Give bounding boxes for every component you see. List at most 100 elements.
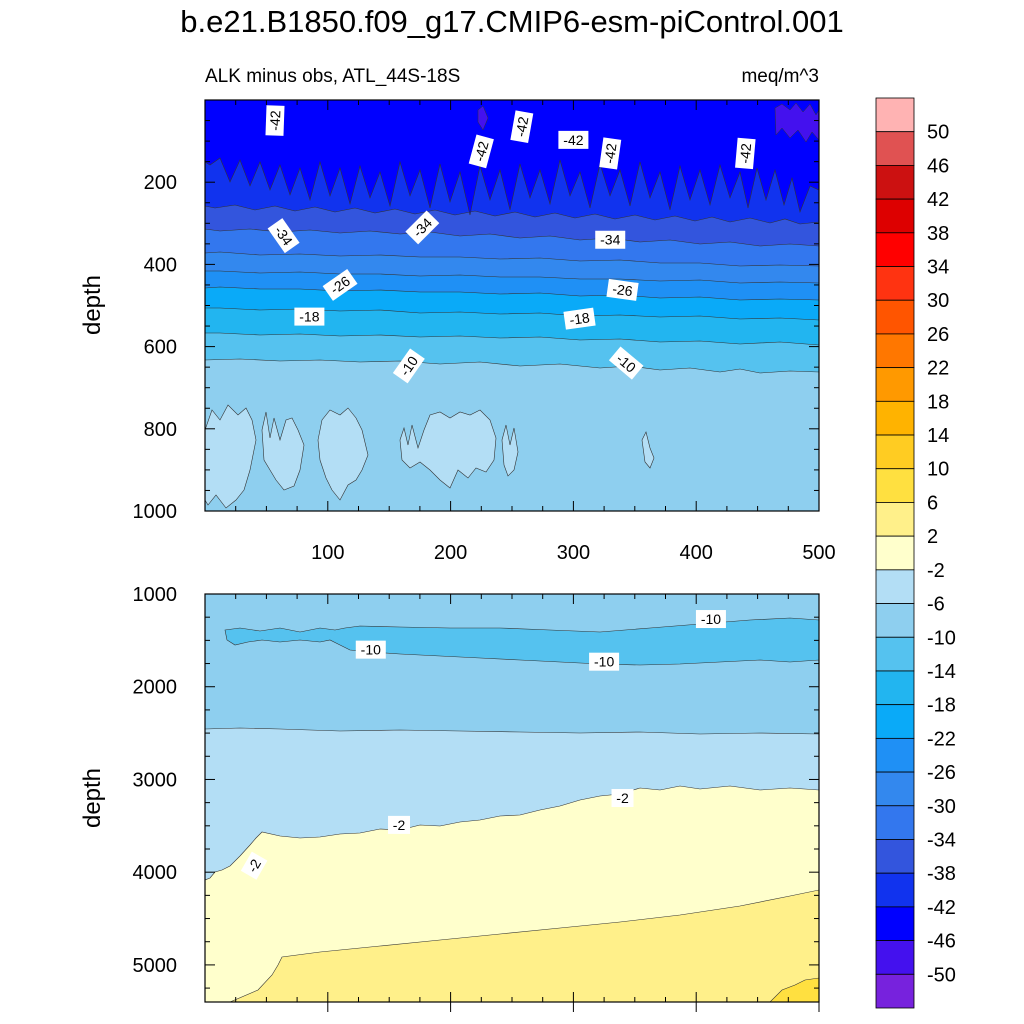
contour-label: -26 [606, 278, 639, 301]
contour-label-box [558, 130, 589, 149]
y-tick-label: 4000 [133, 862, 178, 884]
contour-label: -42 [468, 134, 494, 169]
colorbar-tick-label: 50 [927, 122, 949, 144]
colorbar-swatch [875, 502, 915, 537]
top-band-neg46 [774, 102, 819, 143]
chart-title: b.e21.B1850.f09_g17.CMIP6-esm-piControl.… [180, 4, 844, 39]
contour-label-box [322, 268, 358, 301]
colorbar-swatch [875, 165, 915, 200]
colorbar-tick-label: 46 [927, 155, 949, 177]
colorbar-tick-label: -46 [927, 931, 956, 953]
top-deep-blob-4 [399, 409, 497, 489]
colorbar-swatch [875, 636, 915, 672]
top-contour-labels: -42-42-42-42-42 -42-34 -34 -34-26 -26-18 -18-… [265, 105, 756, 384]
colorbar-swatch [875, 839, 915, 874]
contour-label-text: -42 [563, 132, 583, 148]
bot-band-6 [769, 977, 819, 1002]
contour-label: -34 [595, 230, 626, 249]
contour-label-box [606, 278, 639, 301]
y-tick-label: 600 [144, 337, 177, 359]
contour-label-box [265, 105, 285, 136]
colorbar-tick-label: 30 [927, 290, 949, 312]
units-label: meq/m^3 [741, 66, 819, 87]
colorbar-swatch [875, 771, 915, 807]
contour-label: -42 [599, 137, 622, 170]
contour-label: -2 [611, 789, 634, 807]
contour-label-box [735, 137, 756, 170]
contour-label-box [599, 137, 622, 170]
x-tick-label: 400 [680, 542, 713, 564]
contour-label-text: -10 [361, 642, 381, 658]
colorbar-tick-label: -30 [927, 796, 956, 818]
contour-label-box [608, 346, 644, 380]
contour-label-box [405, 210, 440, 245]
colorbar-tick-label: -6 [927, 594, 945, 616]
colorbar-swatch [875, 434, 915, 470]
colorbar-swatch [875, 872, 915, 908]
colorbar-tick-label: 22 [927, 358, 949, 380]
colorbar-tick-label: -38 [927, 863, 956, 885]
x-tick-label: 200 [434, 542, 467, 564]
colorbar-swatch [875, 535, 915, 571]
contour-label-box [563, 307, 596, 330]
x-tick-label: 300 [557, 542, 590, 564]
colorbar-swatch [875, 805, 915, 840]
top-band-neg46b [477, 105, 489, 131]
colorbar-swatch [875, 603, 915, 638]
y-tick-label: 400 [144, 254, 177, 276]
top-panel: 200 400 600 800 1000 100 200 300 400 500 depth -… [79, 99, 836, 564]
colorbar-swatch [875, 569, 915, 604]
contour-label: -10 [355, 640, 386, 659]
colorbar-tick-label: 38 [927, 223, 949, 245]
colorbar-tick-label: -2 [927, 560, 945, 582]
top-deep-blob-2 [261, 411, 305, 491]
contour-label-text: -2 [616, 790, 629, 806]
contour-label-text: -18 [568, 309, 590, 328]
colorbar-tick-label: -22 [927, 728, 956, 750]
contour-label: -18 [563, 307, 596, 330]
top-filled-contours [205, 100, 819, 511]
colorbar-tick-label: -26 [927, 762, 956, 784]
contour-label: -42 [510, 110, 534, 144]
bottom-y-axis-label: depth [79, 768, 106, 828]
colorbar-swatch [875, 299, 915, 335]
top-y-tick-labels: 200 400 600 800 1000 [133, 172, 178, 523]
bot-band-neg6 [205, 594, 819, 735]
contour-label-box [388, 815, 411, 834]
contour-label: -10 [589, 652, 620, 671]
contour-label-box [240, 851, 268, 880]
contour-label-box [611, 789, 634, 807]
colorbar-tick-label: -50 [927, 964, 956, 986]
contour-label-box [294, 307, 325, 326]
contour-label-box [355, 640, 386, 659]
colorbar-swatch [875, 670, 915, 706]
y-tick-label: 800 [144, 419, 177, 441]
colorbar-tick-label: -14 [927, 661, 956, 683]
colorbar-swatch [875, 940, 915, 975]
colorbar-tick-label: 26 [927, 324, 949, 346]
contour-label: -42 [265, 105, 285, 136]
bottom-contour-labels: -10 -10 -10 -2 -2 -2 [240, 610, 726, 880]
contour-label: -18 [294, 307, 325, 326]
colorbar-swatch [875, 131, 915, 166]
colorbar-tick-label: 14 [927, 425, 949, 447]
colorbar-tick-label: 10 [927, 459, 949, 481]
colorbar-tick-label: -34 [927, 829, 956, 851]
bot-band-2 [229, 889, 819, 1002]
colorbar-swatch [875, 468, 915, 503]
bot-band-neg10 [224, 617, 819, 666]
contour-label-box [595, 230, 626, 249]
top-deep-blob-1 [205, 404, 257, 509]
contour-label: -2 [240, 851, 268, 880]
contour-label-text: -2 [393, 817, 406, 833]
contour-label-text: -42 [601, 142, 620, 164]
colorbar-swatch [875, 906, 915, 941]
bottom-panel: 1000 2000 3000 4000 5000 depth -10 -10 -10 -2 -2… [79, 584, 820, 1012]
top-axis-ticks [205, 99, 820, 512]
contour-label-text: -42 [736, 142, 754, 164]
y-tick-label: 3000 [133, 769, 178, 791]
bottom-axis-ticks [205, 593, 820, 1012]
contour-label-box [510, 110, 534, 144]
colorbar-swatch [875, 973, 915, 1009]
contour-label-box [267, 218, 300, 254]
